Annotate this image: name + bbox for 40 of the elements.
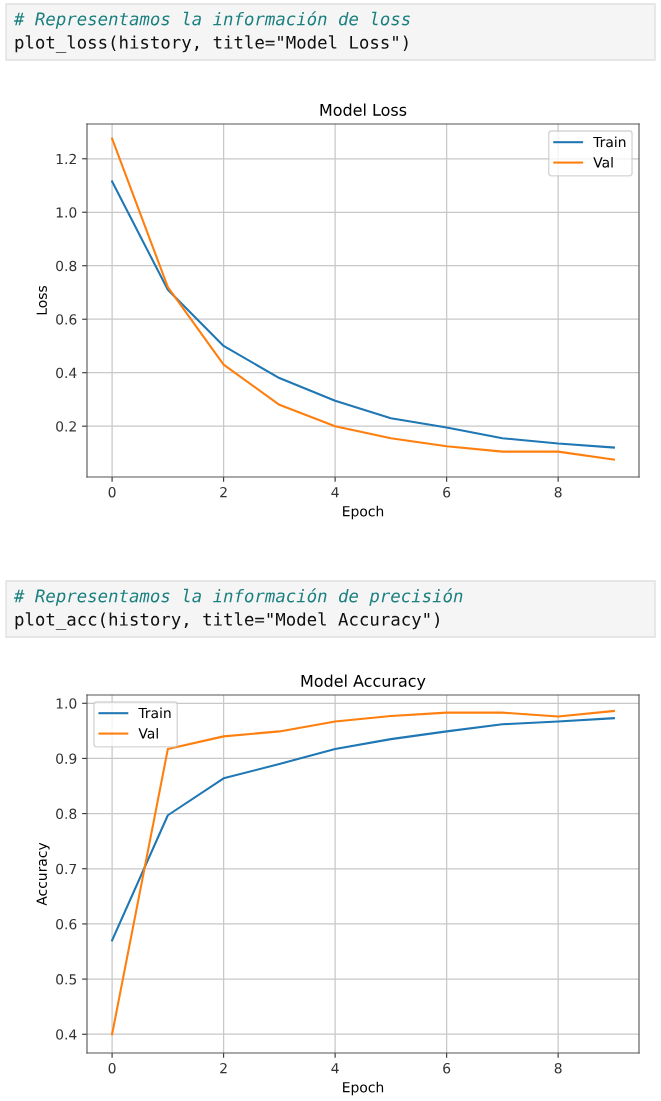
y-tick-label: 0.6 [56,918,77,930]
y-tick-label: 1.2 [56,153,76,165]
y-axis-title: Loss [36,285,47,315]
line-series [111,717,615,942]
text: # Representamos la información de precisión [13,588,463,606]
y-tick-label: 0.2 [56,421,76,432]
x-tick-label: 8 [554,1062,562,1074]
line-series [111,180,615,449]
text: # Representamos la información de loss [13,11,410,29]
x-tick-label: 4 [331,1063,339,1074]
x-axis-title: Epoch [343,1081,384,1096]
line-series [111,709,615,1036]
text: plot_loss(history, title="Model Loss") [15,35,408,53]
legend-label: Val [593,156,613,168]
y-tick-label: 1.0 [56,207,77,218]
legend-label: Train [138,707,171,719]
x-tick-label: 0 [108,486,116,498]
text: plot_acc(history, title="Model Accuracy") [15,612,439,630]
y-tick-label: 0.4 [56,1029,77,1040]
x-tick-label: 6 [443,486,451,498]
x-axis-title: Epoch [343,505,384,520]
chart-title: Model Loss [320,103,407,116]
x-tick-label: 6 [443,1062,451,1074]
y-tick-label: 0.5 [56,974,77,985]
y-tick-label: 0.7 [56,863,77,875]
x-tick-label: 0 [108,1062,116,1074]
y-tick-label: 0.4 [56,367,77,379]
x-tick-label: 2 [220,486,227,498]
y-tick-label: 1.0 [56,698,77,709]
x-tick-label: 8 [554,486,562,498]
y-axis-title: Accuracy [36,842,50,906]
chart-title: Model Accuracy [301,674,426,690]
x-tick-label: 2 [220,1062,227,1074]
y-tick-label: 0.8 [56,808,77,820]
y-tick-label: 0.8 [56,260,77,272]
y-tick-label: 0.9 [56,753,77,764]
x-tick-label: 4 [331,487,339,498]
legend-label: Train [593,136,626,148]
legend-label: Val [138,727,158,739]
y-tick-label: 0.6 [56,314,77,325]
